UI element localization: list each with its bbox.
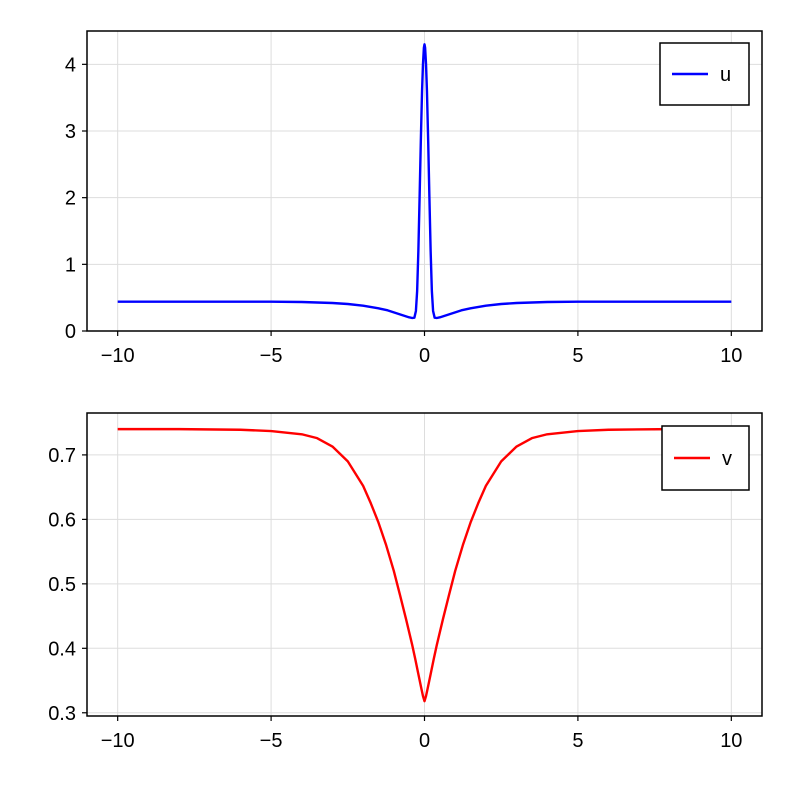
chart-panels: −10 −5 0 5 10 0 1 2 3 4 u −10 −5 0 5 10 0.3 0.4 0.5 0.6 0.7 v <box>48 30 763 752</box>
series-line-u <box>117 43 732 320</box>
legend-label-u: u <box>720 64 731 86</box>
x-tick-label: −5 <box>260 730 283 752</box>
chart-panel-1: −10 −5 0 5 10 0 1 2 3 4 u <box>65 30 763 367</box>
y-tick-label: 3 <box>65 121 76 143</box>
y-tick-label: 0.7 <box>48 445 76 467</box>
y-tick-label: 2 <box>65 188 76 210</box>
y-tick-label: 0 <box>65 321 76 343</box>
x-tick-label: 10 <box>720 345 742 367</box>
y-tick-label: 0.3 <box>48 703 76 725</box>
x-tick-label: 0 <box>419 345 430 367</box>
y-tick-label: 0.6 <box>48 509 76 531</box>
y-tick-label: 4 <box>65 54 76 76</box>
x-tick-label: 5 <box>572 730 583 752</box>
legend: u <box>659 42 750 106</box>
legend-label-v: v <box>722 448 732 470</box>
x-tick-label: −10 <box>101 730 135 752</box>
series-line-v <box>117 427 732 703</box>
y-tick-label: 0.5 <box>48 574 76 596</box>
legend: v <box>661 425 750 491</box>
x-tick-label: 0 <box>419 730 430 752</box>
x-tick-label: −10 <box>101 345 135 367</box>
x-tick-label: 5 <box>572 345 583 367</box>
chart-panel-2: −10 −5 0 5 10 0.3 0.4 0.5 0.6 0.7 v <box>48 412 763 752</box>
y-tick-label: 0.4 <box>48 638 76 660</box>
y-tick-label: 1 <box>65 254 76 276</box>
x-tick-label: −5 <box>260 345 283 367</box>
x-tick-label: 10 <box>720 730 742 752</box>
